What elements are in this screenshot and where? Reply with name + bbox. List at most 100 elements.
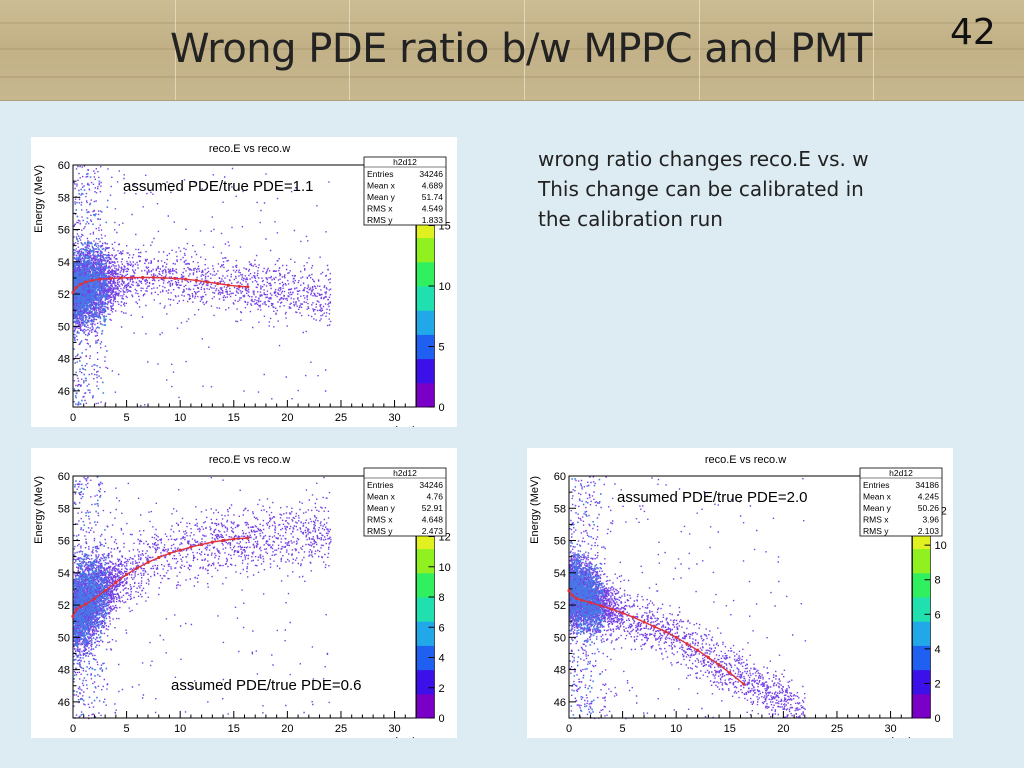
chart1-y-tick-label: 54	[58, 257, 70, 269]
chart2-stats-key: RMS y	[367, 526, 393, 536]
chart1-profile-point	[205, 280, 209, 284]
chart1-profile-point	[246, 285, 250, 289]
chart3-stats-key: Mean x	[863, 492, 892, 502]
chart2-stats-value: 52.91	[422, 503, 444, 513]
chart3-z-tick-label: 0	[935, 713, 941, 725]
chart1-profile-point	[71, 290, 75, 295]
chart2-stats-value: 4.76	[426, 492, 443, 502]
chart2-y-tick-label: 52	[58, 600, 70, 612]
chart1-y-tick-label: 48	[58, 354, 70, 366]
note-line-2: This change can be calibrated in	[538, 177, 864, 201]
chart3-profile-point	[610, 607, 614, 611]
chart3-stats-key: RMS y	[863, 526, 889, 536]
chart1-profile-point	[74, 286, 78, 290]
chart2-title: reco.E vs reco.w	[209, 454, 290, 466]
chart1-stats-value: 4.549	[422, 204, 444, 214]
chart3-y-axis-label: Energy (MeV)	[529, 476, 541, 544]
chart1-title: reco.E vs reco.w	[209, 143, 290, 155]
chart3-stats-name: h2d12	[889, 468, 913, 478]
chart1-profile-point	[84, 280, 88, 284]
chart3-profile-line	[568, 590, 745, 685]
page-number: 42	[950, 12, 996, 53]
chart2-z-tick-label: 10	[439, 562, 451, 574]
chart1-profile-point	[98, 277, 102, 281]
chart1-x-tick-label: 30	[388, 412, 400, 424]
chart2-profile-point	[246, 536, 250, 540]
chart2-profile-point	[84, 602, 88, 606]
chart3-y-tick-label: 52	[554, 600, 566, 612]
chart2-profile-point	[92, 597, 97, 601]
chart3-profile-point	[574, 597, 579, 601]
chart1-profile-point	[108, 276, 113, 281]
chart2-profile-point	[135, 566, 139, 570]
chart1-y-tick-label: 52	[58, 289, 70, 301]
slide-header: Wrong PDE ratio b/w MPPC and PMT 42	[0, 0, 1024, 101]
chart3-x-tick-label: 25	[831, 723, 843, 735]
chart1-y-tick-label: 50	[58, 321, 70, 333]
chart3-title: reco.E vs reco.w	[705, 454, 786, 466]
chart2-profile-point	[167, 551, 172, 556]
chart3-y-tick-label: 50	[554, 632, 566, 644]
chart1-y-tick-label: 46	[58, 386, 70, 398]
chart3-profile-point	[663, 630, 668, 634]
chart2-y-tick-label: 50	[58, 632, 70, 644]
chart2-y-axis-label: Energy (MeV)	[33, 476, 45, 544]
chart3-z-tick-label: 4	[935, 644, 941, 656]
chart3-y-tick-label: 46	[554, 697, 566, 709]
chart2-profile-point	[124, 572, 129, 577]
chart1-y-tick-label: 60	[58, 160, 70, 172]
chart2-x-tick-label: 10	[174, 723, 186, 735]
chart3-stats-key: RMS x	[863, 515, 889, 525]
chart3-z-tick-label: 8	[935, 575, 941, 587]
chart1-x-axis-label: w (cm)	[382, 425, 416, 427]
chart1-x-tick-label: 10	[174, 412, 186, 424]
chart2-stats-key: Entries	[367, 480, 393, 490]
chart3-profile-point	[631, 615, 635, 619]
chart3-x-tick-label: 20	[777, 723, 789, 735]
chart3-stats-value: 34186	[915, 480, 939, 490]
chart1-stats-value: 4.689	[422, 181, 444, 191]
chart1-profile-point	[90, 278, 94, 282]
chart1-annotation: assumed PDE/true PDE=1.1	[123, 178, 314, 195]
chart3-x-tick-label: 10	[670, 723, 682, 735]
chart2-annotation: assumed PDE/true PDE=0.6	[171, 677, 362, 694]
chart3-x-tick-label: 5	[620, 723, 626, 735]
chart2-profile-point	[103, 588, 107, 593]
note-line-3: the calibration run	[538, 207, 723, 231]
chart1-profile-point	[130, 276, 134, 280]
chart3-stats-value: 2.103	[918, 526, 940, 536]
chart2-x-tick-label: 30	[388, 723, 400, 735]
chart2-x-tick-label: 0	[70, 723, 76, 735]
chart1-x-tick-label: 25	[335, 412, 347, 424]
chart2-profile-point	[157, 555, 161, 560]
chart2-z-tick-label: 2	[439, 683, 445, 695]
slide-notes: wrong ratio changes reco.E vs. w This ch…	[538, 144, 938, 234]
chart2-z-tick-label: 0	[439, 713, 445, 725]
chart1-x-tick-label: 0	[70, 412, 76, 424]
chart3-x-axis-label: w (cm)	[878, 736, 912, 738]
chart2-x-tick-label: 25	[335, 723, 347, 735]
chart3-profile-point	[567, 588, 571, 593]
chart3-z-tick-label: 10	[935, 540, 947, 552]
histogram-panel-3: reco.E vs reco.w 0 5 10 15 20 25 30 46 48 50 52 54 56…	[527, 448, 953, 738]
chart1-x-tick-label: 15	[228, 412, 240, 424]
chart2-profile-point	[74, 608, 78, 612]
chart3-y-tick-label: 56	[554, 536, 566, 548]
chart3-profile-point	[696, 648, 700, 652]
chart3-profile-point	[653, 625, 657, 629]
chart3-profile-point	[685, 642, 689, 646]
chart3-y-tick-label: 48	[554, 665, 566, 677]
chart2-profile-point	[232, 537, 236, 541]
chart1-stats-key: Mean x	[367, 181, 396, 191]
chart1-profile-point	[216, 281, 220, 286]
chart3-annotation: assumed PDE/true PDE=2.0	[617, 489, 808, 506]
chart2-stats-value: 2.473	[422, 526, 444, 536]
chart3-profile-point	[599, 604, 603, 608]
chart1-stats-value: 51.74	[422, 192, 444, 202]
chart1-profile-point	[183, 277, 188, 281]
chart1-stats-key: RMS y	[367, 215, 393, 225]
chart3-x-tick-label: 0	[566, 723, 572, 735]
chart3-stats-key: Mean y	[863, 503, 892, 513]
chart2-z-tick-label: 4	[439, 653, 445, 665]
